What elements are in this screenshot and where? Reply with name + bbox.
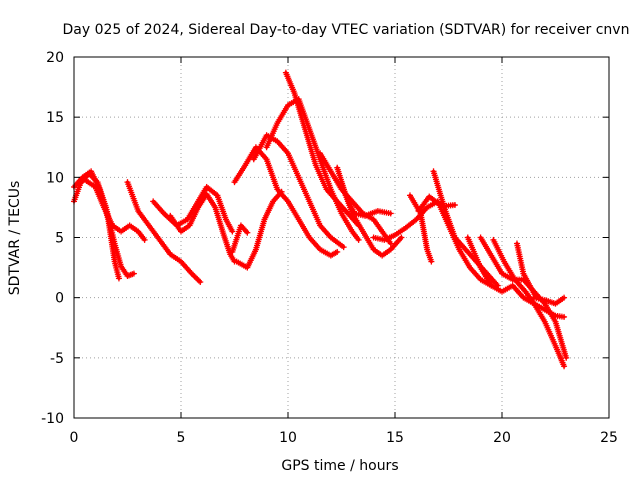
data-point xyxy=(340,244,347,251)
series-s9 xyxy=(229,222,251,255)
series-s6 xyxy=(167,191,238,265)
series-s23 xyxy=(490,236,568,370)
series-s11 xyxy=(263,96,362,243)
data-point xyxy=(428,258,435,265)
series-s3 xyxy=(81,176,148,243)
data-point xyxy=(561,363,568,370)
x-tick-label: 20 xyxy=(493,430,511,446)
series-s12 xyxy=(282,69,362,229)
data-point xyxy=(561,294,568,301)
axis-ticks: 0 5 10 15 20 25 -10 -5 0 5 10 15 20 xyxy=(41,50,618,446)
x-axis-label: GPS time / hours xyxy=(281,458,398,474)
data-point xyxy=(130,270,137,277)
data-point xyxy=(197,279,204,286)
data-point xyxy=(278,188,285,195)
x-tick-label: 15 xyxy=(386,430,404,446)
series-s4 xyxy=(124,179,204,286)
series-s7 xyxy=(231,144,341,259)
data-point xyxy=(115,275,122,282)
data-point xyxy=(561,313,568,320)
x-tick-label: 5 xyxy=(177,430,186,446)
x-tick-label: 0 xyxy=(70,430,79,446)
series-s8 xyxy=(233,188,285,271)
y-tick-label: 0 xyxy=(55,291,64,307)
y-tick-label: 20 xyxy=(46,50,64,66)
y-tick-label: 5 xyxy=(55,231,64,247)
series-s5 xyxy=(150,183,236,235)
data-point xyxy=(244,229,251,236)
y-tick-label: 10 xyxy=(46,170,64,186)
series-s10 xyxy=(250,132,347,251)
series-line xyxy=(431,169,500,288)
data-point xyxy=(355,236,362,243)
series-s18 xyxy=(415,193,458,215)
chart-title: Day 025 of 2024, Sidereal Day-to-day VTE… xyxy=(63,22,630,38)
data-point xyxy=(451,202,458,209)
grid xyxy=(74,57,609,418)
data-point xyxy=(334,248,341,255)
y-tick-label: -10 xyxy=(41,411,64,427)
series-s22 xyxy=(477,234,570,361)
data-point xyxy=(229,228,236,235)
y-tick-label: -5 xyxy=(50,351,64,367)
series-s25 xyxy=(531,294,568,307)
data-point xyxy=(141,236,148,243)
data-point xyxy=(398,234,405,241)
x-tick-label: 25 xyxy=(600,430,618,446)
series-s19 xyxy=(430,168,501,289)
data-point xyxy=(387,210,394,217)
data-point xyxy=(387,240,394,247)
data-point xyxy=(563,354,570,361)
series-s16 xyxy=(370,198,441,243)
y-tick-label: 15 xyxy=(46,110,64,126)
series-line xyxy=(72,172,136,278)
series-s17 xyxy=(406,192,435,265)
x-tick-label: 10 xyxy=(279,430,297,446)
data-series xyxy=(71,69,570,370)
y-axis-label: SDTVAR / TECUs xyxy=(7,181,23,296)
series-s15 xyxy=(338,180,405,259)
